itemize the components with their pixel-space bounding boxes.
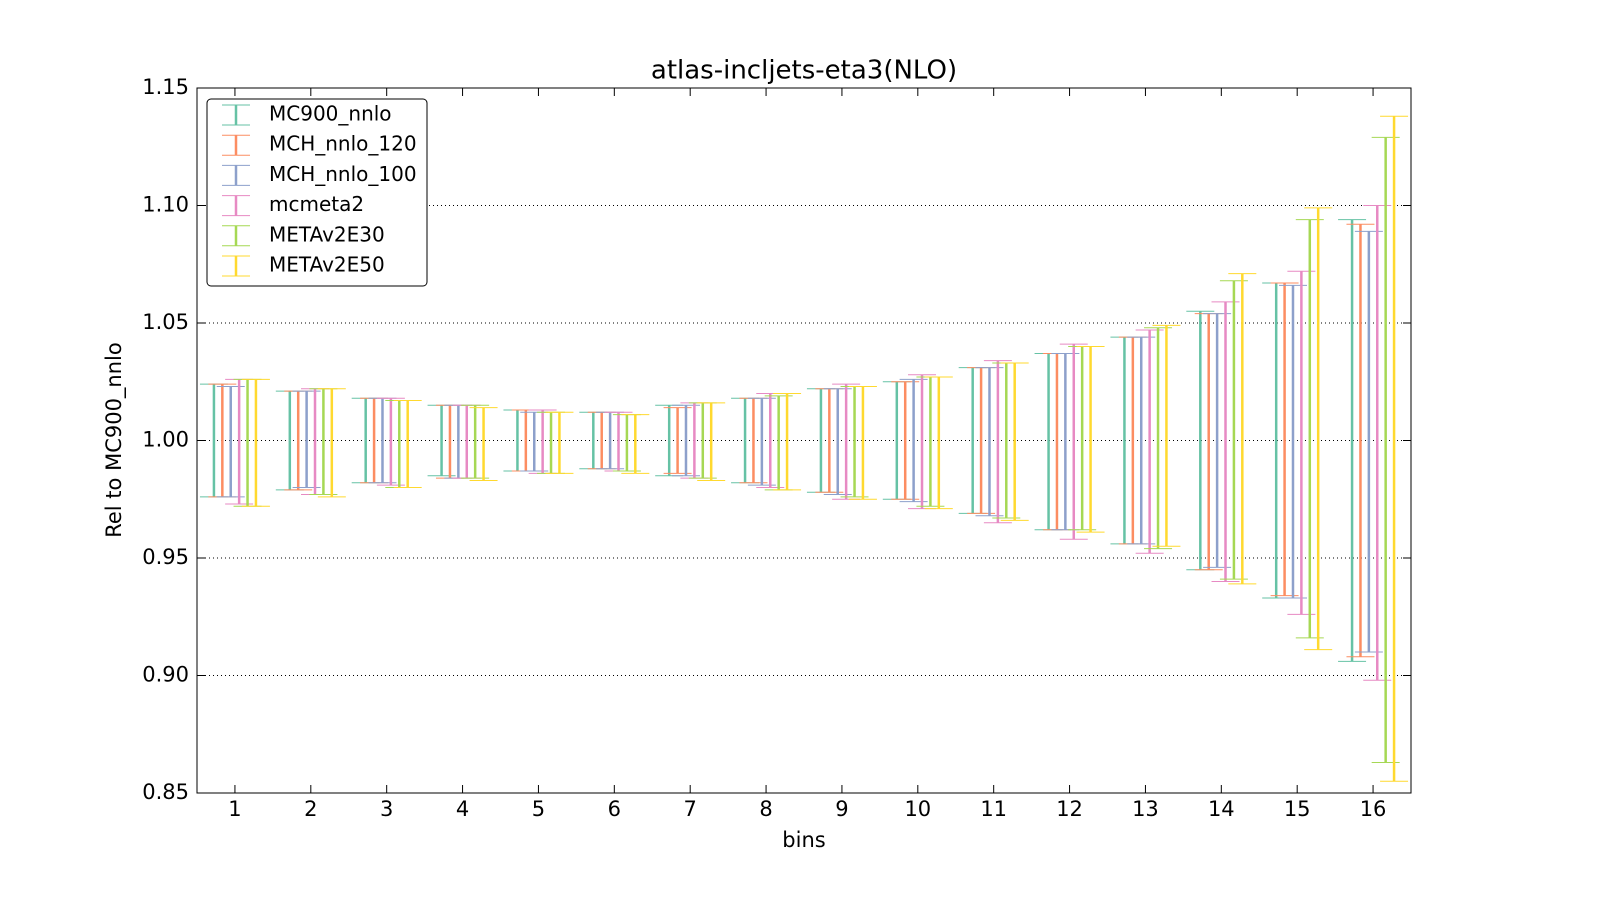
- x-tick-label: 4: [456, 797, 469, 821]
- x-tick-label: 12: [1056, 797, 1083, 821]
- x-tick-label: 8: [759, 797, 772, 821]
- legend-label: METAv2E30: [269, 222, 385, 246]
- x-tick-label: 13: [1132, 797, 1159, 821]
- y-tick-label: 1.15: [142, 75, 189, 99]
- y-tick-label: 1.05: [142, 310, 189, 334]
- x-tick-label: 6: [608, 797, 621, 821]
- x-tick-label: 9: [835, 797, 848, 821]
- legend-label: MCH_nnlo_100: [269, 162, 417, 186]
- y-tick-label: 1.10: [142, 193, 189, 217]
- chart-title: atlas-incljets-eta3(NLO): [651, 56, 957, 86]
- legend-box: [206, 98, 428, 287]
- y-tick-label: 0.95: [142, 545, 189, 569]
- x-tick-label: 11: [980, 797, 1007, 821]
- x-tick-label: 16: [1360, 797, 1387, 821]
- y-tick-label: 0.90: [142, 663, 189, 687]
- x-tick-label: 7: [684, 797, 697, 821]
- legend-label: MC900_nnlo: [269, 102, 392, 126]
- y-tick-label: 0.85: [142, 780, 189, 804]
- y-tick-label: 1.00: [142, 428, 189, 452]
- x-axis-label: bins: [782, 828, 825, 852]
- legend-label: METAv2E50: [269, 253, 385, 277]
- x-tick-label: 1: [228, 797, 241, 821]
- x-tick-label: 15: [1284, 797, 1311, 821]
- plot-frame: [196, 87, 1412, 794]
- x-tick-label: 14: [1208, 797, 1235, 821]
- x-tick-label: 5: [532, 797, 545, 821]
- x-tick-label: 10: [904, 797, 931, 821]
- y-axis-label: Rel to MC900_nnlo: [102, 342, 127, 538]
- x-tick-label: 2: [304, 797, 317, 821]
- legend-label: MCH_nnlo_120: [269, 132, 417, 156]
- legend-label: mcmeta2: [269, 192, 364, 216]
- x-tick-label: 3: [380, 797, 393, 821]
